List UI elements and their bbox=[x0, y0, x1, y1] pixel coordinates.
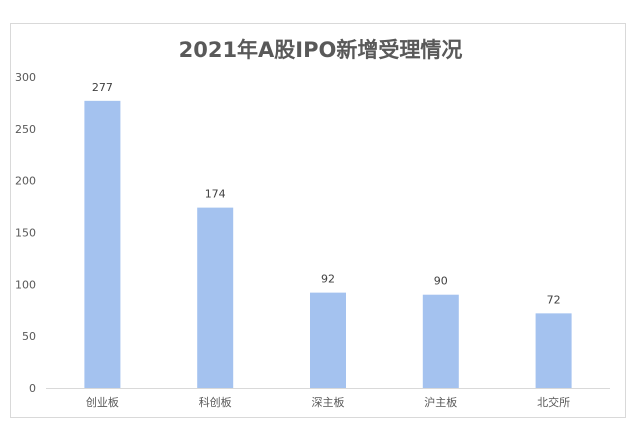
data-labels: 277 174 92 90 72 bbox=[92, 81, 561, 307]
y-axis-ticks: 0 50 100 150 200 250 300 bbox=[15, 71, 36, 395]
category-labels: 创业板 科创板 深主板 沪主板 北交所 bbox=[86, 395, 570, 409]
bar bbox=[197, 207, 234, 388]
category-label: 沪主板 bbox=[424, 395, 457, 409]
y-tick-label: 250 bbox=[15, 123, 36, 136]
y-tick-label: 200 bbox=[15, 175, 36, 188]
bar bbox=[84, 100, 121, 389]
data-label: 277 bbox=[92, 81, 113, 94]
y-tick-label: 150 bbox=[15, 227, 36, 240]
y-tick-label: 50 bbox=[22, 330, 36, 343]
category-label: 深主板 bbox=[312, 395, 345, 409]
bar bbox=[310, 292, 346, 388]
bars bbox=[84, 100, 572, 389]
bar bbox=[535, 313, 572, 388]
y-tick-label: 0 bbox=[29, 382, 36, 395]
data-label: 72 bbox=[547, 293, 561, 306]
category-label: 科创板 bbox=[199, 395, 232, 409]
category-label: 北交所 bbox=[537, 395, 570, 409]
chart-title: 2021年A股IPO新增受理情况 bbox=[178, 38, 463, 62]
data-label: 174 bbox=[205, 188, 226, 201]
y-tick-label: 100 bbox=[15, 278, 36, 291]
data-label: 92 bbox=[321, 273, 335, 286]
data-label: 90 bbox=[434, 275, 448, 288]
bar bbox=[422, 294, 459, 388]
category-label: 创业板 bbox=[86, 395, 119, 409]
y-tick-label: 300 bbox=[15, 71, 36, 84]
